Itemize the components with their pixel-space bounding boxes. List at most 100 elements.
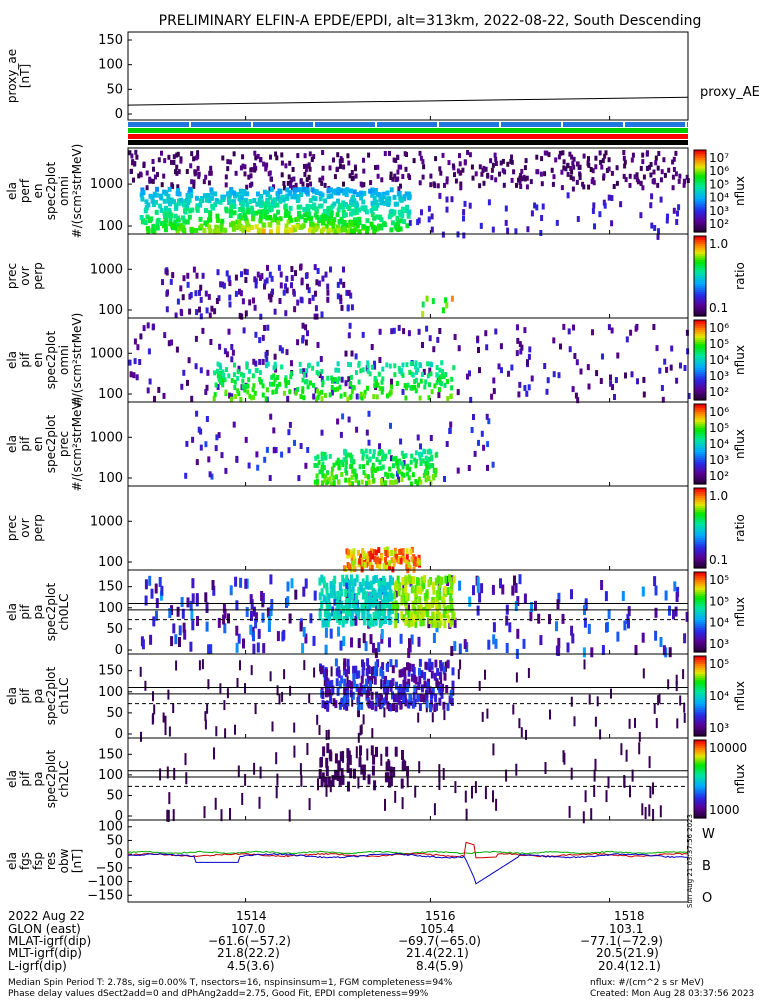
heatmap-cell: [537, 613, 541, 624]
heatmap-cell: [559, 343, 562, 350]
heatmap-cell: [451, 163, 455, 169]
footer-row4-val-1: 8.4(5.9): [416, 959, 464, 973]
heatmap-cell: [145, 214, 150, 220]
heatmap-cell: [269, 413, 273, 420]
heatmap-cell: [274, 366, 278, 373]
ylabel-ela_fgs_fsp_res_obw-3: res: [44, 852, 58, 870]
heatmap-cell: [243, 216, 248, 221]
colorbar-segment: [694, 170, 706, 174]
heatmap-cell: [266, 199, 271, 205]
heatmap-cell: [662, 157, 666, 163]
colorbar-segment: [694, 238, 706, 241]
heatmap-cell: [478, 680, 481, 691]
heatmap-cell: [378, 385, 382, 391]
heatmap-cell: [365, 226, 370, 231]
colorbar-segment: [694, 526, 706, 529]
heatmap-cell: [472, 585, 475, 596]
heatmap-cell: [242, 327, 246, 334]
heatmap-cell: [167, 689, 170, 700]
ylabel-ela_pif_pa_ch0-1: pif: [18, 604, 32, 620]
heatmap-cell: [562, 165, 566, 171]
colorbar-segment: [694, 814, 706, 817]
heatmap-cell: [441, 152, 445, 158]
heatmap-cell: [446, 702, 450, 711]
heatmap-cell: [342, 750, 345, 763]
heatmap-cell: [425, 609, 429, 618]
colorbar-segment: [694, 280, 706, 283]
heatmap-cell: [181, 202, 186, 208]
heatmap-cell: [256, 228, 261, 234]
heatmap-cell: [434, 577, 438, 586]
heatmap-cell: [435, 679, 439, 688]
heatmap-cell: [605, 622, 608, 633]
heatmap-cell: [591, 168, 595, 174]
heatmap-cell: [189, 193, 193, 199]
heatmap-cell: [349, 768, 353, 779]
heatmap-cell: [382, 596, 386, 604]
heatmap-cell: [263, 214, 268, 220]
colorbar-segment: [694, 458, 706, 461]
heatmap-cell: [346, 305, 350, 312]
colorbar-segment: [694, 626, 706, 629]
heatmap-cell: [428, 367, 432, 374]
heatmap-cell: [332, 201, 337, 207]
heatmap-cell: [269, 176, 273, 182]
colorbar-segment: [694, 164, 706, 167]
heatmap-cell: [374, 610, 378, 619]
colorbar-segment: [694, 462, 706, 465]
heatmap-cell: [339, 751, 343, 762]
heatmap-cell: [371, 188, 376, 193]
heatmap-cell: [557, 154, 561, 160]
heatmap-cell: [228, 280, 232, 287]
heatmap-cell: [235, 600, 239, 611]
heatmap-cell: [241, 227, 246, 233]
heatmap-cell: [239, 290, 243, 297]
colorbar-segment: [694, 168, 706, 172]
colorbar-segment: [694, 763, 706, 766]
heatmap-cell: [314, 225, 319, 231]
heatmap-cell: [610, 220, 614, 227]
heatmap-cell: [401, 372, 405, 378]
heatmap-cell: [546, 377, 550, 384]
colorbar-segment: [694, 528, 706, 531]
heatmap-cell: [309, 204, 314, 210]
heatmap-cell: [385, 196, 389, 202]
heatmap-cell: [445, 206, 449, 213]
heatmap-cell: [338, 614, 342, 623]
y-tick-ela_pif_pa_ch1-3: 0: [115, 727, 123, 742]
heatmap-cell: [407, 195, 412, 201]
heatmap-cell: [664, 590, 668, 601]
bfield-legend-O: O: [702, 891, 712, 906]
heatmap-cell: [424, 379, 428, 385]
heatmap-cell: [459, 659, 462, 670]
colorbar-segment: [694, 308, 706, 311]
colorbar-segment: [694, 552, 706, 555]
heatmap-cell: [329, 266, 332, 273]
heatmap-cell: [427, 395, 431, 401]
heatmap-cell: [236, 375, 240, 381]
heatmap-cell: [303, 379, 307, 385]
heatmap-cell: [478, 164, 482, 170]
colorbar-segment: [694, 221, 706, 225]
heatmap-cell: [232, 151, 236, 157]
ylabel-ela_pif_en_omni-2: en: [31, 353, 45, 368]
heatmap-cell: [301, 386, 305, 392]
heatmap-cell: [273, 353, 277, 360]
heatmap-cell: [302, 395, 306, 401]
heatmap-cell: [313, 462, 317, 468]
heatmap-cell: [539, 635, 543, 646]
heatmap-cell: [421, 174, 425, 180]
heatmap-cell: [443, 585, 447, 594]
bfield-series-o: [128, 852, 689, 885]
heatmap-cell: [489, 158, 493, 164]
heatmap-cell: [427, 602, 431, 611]
heatmap-cell: [370, 581, 373, 590]
heatmap-cell: [518, 574, 522, 585]
heatmap-cell: [405, 204, 410, 210]
heatmap-cell: [384, 798, 386, 811]
heatmap-cell: [557, 372, 561, 379]
heatmap-cell: [376, 693, 380, 702]
y-tick-ela_fgs_fsp_res_obw-5: −150: [87, 888, 123, 903]
heatmap-cell: [402, 328, 406, 335]
heatmap-cell: [347, 206, 352, 211]
